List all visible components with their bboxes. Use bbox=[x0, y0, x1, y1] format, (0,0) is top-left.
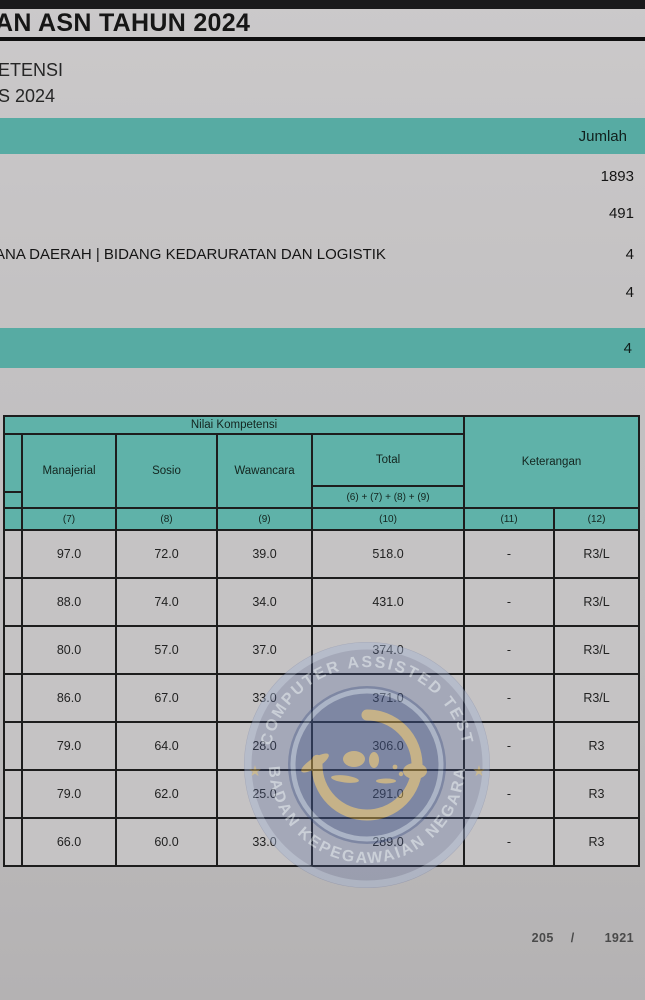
table-cell: R3 bbox=[553, 817, 641, 867]
table-cell: - bbox=[463, 529, 556, 579]
subtitle-line-2: S 2024 bbox=[0, 86, 56, 106]
page-separator: / bbox=[570, 931, 575, 945]
table-cell: 64.0 bbox=[115, 721, 218, 771]
table-cell: 37.0 bbox=[216, 625, 313, 675]
table-cell: 33.0 bbox=[216, 817, 313, 867]
column-number: (10) bbox=[310, 507, 466, 531]
table-cell: 57.0 bbox=[115, 625, 218, 675]
jumlah-header-label: Jumlah bbox=[578, 127, 627, 145]
cropped-cell bbox=[3, 577, 23, 627]
column-number: (9) bbox=[216, 507, 313, 531]
score-table-wrapper: Nilai Kompetensi Keterangan Manajerial S… bbox=[2, 415, 641, 867]
manajerial-header: Manajerial bbox=[21, 433, 117, 509]
table-cell: 28.0 bbox=[216, 721, 313, 771]
title-divider bbox=[0, 37, 645, 41]
cropped-cell bbox=[3, 673, 23, 723]
total-page-count: 1921 bbox=[604, 931, 634, 945]
table-cell: 34.0 bbox=[216, 577, 313, 627]
page-indicator: 205 / 1921 bbox=[532, 931, 634, 945]
table-cell: 289.0 bbox=[310, 817, 466, 867]
table-cell: 371.0 bbox=[310, 673, 466, 723]
summary-row: ANA DAERAH | BIDANG KEDARURATAN DAN LOGI… bbox=[0, 239, 645, 269]
cropped-cell bbox=[3, 817, 23, 867]
scan-top-bar bbox=[0, 0, 645, 9]
cropped-cell bbox=[3, 769, 23, 819]
table-cell: 374.0 bbox=[310, 625, 466, 675]
table-cell: R3/L bbox=[553, 577, 641, 627]
total-header-label: Total bbox=[314, 436, 463, 487]
table-cell: - bbox=[463, 817, 556, 867]
page-title: AN ASN TAHUN 2024 bbox=[0, 9, 251, 37]
table-cell: 62.0 bbox=[115, 769, 218, 819]
cropped-cell bbox=[3, 625, 23, 675]
cropped-cell bbox=[3, 529, 23, 579]
table-row: 66.0 60.0 33.0 289.0 - R3 bbox=[3, 817, 641, 867]
table-cell: 518.0 bbox=[310, 529, 466, 579]
table-cell: 88.0 bbox=[21, 577, 117, 627]
column-number: (11) bbox=[463, 507, 556, 531]
summary-row-label: ANA DAERAH | BIDANG KEDARURATAN DAN LOGI… bbox=[0, 245, 386, 263]
table-cell: R3/L bbox=[553, 625, 641, 675]
column-number: (12) bbox=[553, 507, 641, 531]
summary-row: 4 bbox=[0, 277, 645, 307]
cropped-column-number bbox=[3, 507, 23, 531]
summary-row: 491 bbox=[0, 198, 645, 228]
current-page-number: 205 bbox=[531, 931, 554, 945]
summary-row-value: 491 bbox=[608, 204, 634, 222]
table-cell: - bbox=[463, 721, 556, 771]
table-cell: - bbox=[463, 673, 556, 723]
sosio-header: Sosio bbox=[115, 433, 218, 509]
total-formula-label: (6) + (7) + (8) + (9) bbox=[346, 491, 430, 503]
table-cell: R3/L bbox=[553, 529, 641, 579]
table-cell: 80.0 bbox=[21, 625, 117, 675]
table-column-number-row: (7) (8) (9) (10) (11) (12) bbox=[3, 507, 641, 531]
table-cell: 306.0 bbox=[310, 721, 466, 771]
table-cell: R3 bbox=[553, 721, 641, 771]
table-cell: 291.0 bbox=[310, 769, 466, 819]
column-number: (7) bbox=[21, 507, 117, 531]
total-header: Total (6) + (7) + (8) + (9) bbox=[310, 433, 466, 509]
table-cell: R3/L bbox=[553, 673, 641, 723]
table-cell: - bbox=[463, 577, 556, 627]
cropped-column-cell bbox=[3, 433, 23, 509]
summary-row-value: 1893 bbox=[600, 167, 634, 185]
nilai-kompetensi-header: Nilai Kompetensi bbox=[2, 415, 466, 435]
summary-total-value: 4 bbox=[623, 339, 632, 357]
table-cell: 74.0 bbox=[115, 577, 218, 627]
table-row: 80.0 57.0 37.0 374.0 - R3/L bbox=[3, 625, 641, 675]
table-cell: 39.0 bbox=[216, 529, 313, 579]
table-cell: R3 bbox=[553, 769, 641, 819]
table-cell: 86.0 bbox=[21, 673, 117, 723]
cropped-cell bbox=[3, 721, 23, 771]
column-number: (8) bbox=[115, 507, 218, 531]
table-cell: 60.0 bbox=[115, 817, 218, 867]
table-group-header-row: Nilai Kompetensi Keterangan bbox=[2, 415, 641, 509]
table-cell: 79.0 bbox=[21, 721, 117, 771]
table-cell: 67.0 bbox=[115, 673, 218, 723]
summary-header-bar: Jumlah bbox=[0, 118, 645, 154]
subtitle-line-1: ETENSI bbox=[0, 60, 64, 80]
wawancara-header: Wawancara bbox=[216, 433, 313, 509]
summary-total-bar: 4 bbox=[0, 328, 645, 368]
table-cell: 431.0 bbox=[310, 577, 466, 627]
table-cell: 25.0 bbox=[216, 769, 313, 819]
score-table: Nilai Kompetensi Keterangan Manajerial S… bbox=[2, 415, 641, 867]
summary-row-value: 4 bbox=[625, 245, 634, 263]
table-cell: 72.0 bbox=[115, 529, 218, 579]
table-column-header-row: Manajerial Sosio Wawancara Total (6) + (… bbox=[3, 433, 639, 509]
table-cell: 79.0 bbox=[21, 769, 117, 819]
table-row: 97.0 72.0 39.0 518.0 - R3/L bbox=[3, 529, 641, 579]
table-cell: - bbox=[463, 769, 556, 819]
table-cell: 33.0 bbox=[216, 673, 313, 723]
table-row: 79.0 62.0 25.0 291.0 - R3 bbox=[3, 769, 641, 819]
summary-row: 1893 bbox=[0, 161, 645, 191]
keterangan-header: Keterangan bbox=[463, 415, 641, 509]
table-row: 88.0 74.0 34.0 431.0 - R3/L bbox=[3, 577, 641, 627]
table-row: 79.0 64.0 28.0 306.0 - R3 bbox=[3, 721, 641, 771]
table-cell: 66.0 bbox=[21, 817, 117, 867]
table-cell: - bbox=[463, 625, 556, 675]
summary-row-value: 4 bbox=[625, 283, 634, 301]
table-row: 86.0 67.0 33.0 371.0 - R3/L bbox=[3, 673, 641, 723]
table-cell: 97.0 bbox=[21, 529, 117, 579]
